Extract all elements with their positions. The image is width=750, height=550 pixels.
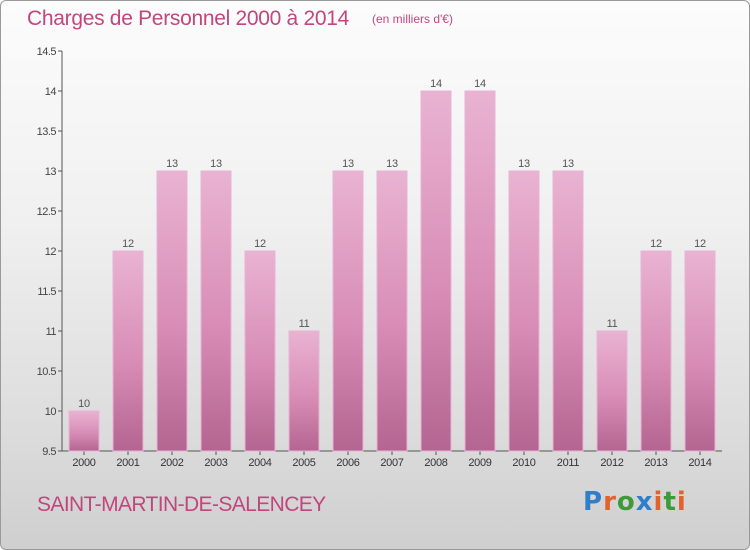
data-label: 11	[607, 318, 618, 330]
data-label: 12	[650, 238, 662, 250]
y-tick-label: 12	[45, 246, 57, 258]
bar-2005	[288, 330, 320, 452]
data-label: 13	[386, 158, 398, 170]
x-tick-label: 2003	[204, 457, 227, 469]
x-tick-label: 2012	[600, 457, 623, 469]
x-tick-label: 2006	[336, 457, 359, 469]
bars	[68, 90, 716, 452]
x-tick-label: 2008	[424, 457, 447, 469]
bar-2007	[376, 170, 408, 452]
x-tick-label: 2001	[116, 457, 139, 469]
chart-subtitle: (en milliers d'€)	[372, 12, 453, 26]
data-label: 13	[562, 158, 574, 170]
bar-2010	[508, 170, 540, 452]
logo-letter: t	[663, 487, 677, 517]
bar-2012	[596, 330, 628, 452]
data-label: 13	[166, 158, 178, 170]
data-label: 12	[694, 238, 706, 250]
x-tick-label: 2013	[644, 457, 667, 469]
commune-name: SAINT-MARTIN-DE-SALENCEY	[37, 493, 326, 516]
y-tick-label: 14	[45, 86, 57, 98]
y-tick-label: 12.5	[37, 206, 57, 218]
x-tick-label: 2009	[468, 457, 491, 469]
bar-2006	[332, 170, 364, 452]
y-tick-label: 14.5	[37, 46, 57, 58]
logo-letter: x	[635, 487, 654, 517]
bar-2014	[684, 250, 716, 452]
y-tick-label: 11	[46, 326, 57, 338]
logo-letter: o	[616, 487, 636, 517]
data-label: 13	[342, 158, 354, 170]
logo-letter: r	[603, 487, 617, 517]
x-tick-label: 2002	[160, 457, 183, 469]
x-tick-label: 2007	[380, 457, 403, 469]
data-label: 14	[474, 78, 486, 90]
bar-2002	[156, 170, 188, 452]
bar-2003	[200, 170, 232, 452]
bar-2001	[112, 250, 144, 452]
bar-2011	[552, 170, 584, 452]
proxiti-logo[interactable]: Proxiti	[583, 487, 687, 517]
y-tick-label: 13	[45, 166, 57, 178]
data-label: 12	[122, 238, 134, 250]
y-tick-label: 11.5	[37, 286, 56, 298]
chart-title: Charges de Personnel 2000 à 2014	[27, 7, 349, 30]
x-tick-label: 2014	[688, 457, 711, 469]
x-tick-label: 2000	[72, 457, 95, 469]
data-labels: 10 12 13 13 12 11 13 13 14 14 13 13 11 12 12	[78, 78, 706, 410]
data-label: 14	[430, 78, 442, 90]
x-tick-label: 2011	[557, 457, 580, 469]
logo-letter: i	[653, 487, 664, 517]
y-tick-label: 9.5	[42, 446, 56, 458]
data-label: 11	[299, 318, 310, 330]
y-tick-label: 10.5	[37, 366, 57, 378]
y-tick-label: 13.5	[37, 126, 57, 138]
bar-2000	[68, 410, 100, 452]
bar-2004	[244, 250, 276, 452]
data-label: 10	[78, 398, 90, 410]
data-label: 12	[254, 238, 266, 250]
logo-letter: P	[583, 487, 604, 517]
x-tick-label: 2004	[248, 457, 271, 469]
x-tick-label: 2005	[292, 457, 315, 469]
bar-2008	[420, 90, 452, 452]
bar-2009	[464, 90, 496, 452]
x-tick-label: 2010	[512, 457, 535, 469]
bar-2013	[640, 250, 672, 452]
logo-letter: i	[676, 487, 687, 517]
data-label: 13	[518, 158, 530, 170]
y-tick-label: 10	[45, 406, 57, 418]
data-label: 13	[210, 158, 222, 170]
